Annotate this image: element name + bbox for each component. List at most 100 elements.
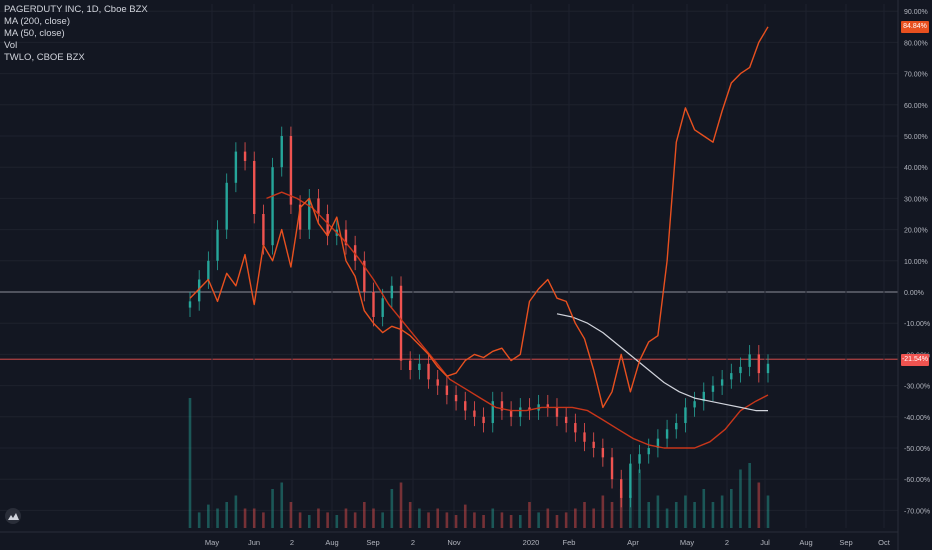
volume-bar [592,508,595,528]
y-tick-label: 40.00% [904,165,928,172]
candle-body [583,432,586,442]
legend-vol[interactable]: Vol [4,40,18,51]
volume-bar [418,508,421,528]
volume-bar [252,508,256,528]
candle-body [381,298,384,317]
volume-bar [271,489,274,528]
candle-body [739,366,742,374]
x-tick-label: Oct [878,538,891,547]
volume-bar [188,398,192,528]
candle-body [253,160,256,214]
volume-bar [730,489,733,528]
volume-bar [656,495,660,528]
candle-body [647,448,650,455]
tradingview-logo-icon[interactable] [5,508,21,524]
candle-body [711,385,715,392]
candle-body [491,401,494,424]
x-tick-label: Nov [447,538,461,547]
volume-bar [574,508,577,528]
candle-body [344,229,348,246]
candle-body [766,363,770,374]
candle-body [574,423,577,433]
candle-body [629,463,632,498]
volume-bar [427,512,430,528]
x-tick-label: Feb [563,538,576,547]
candle-body [638,454,641,464]
volume-bar [436,508,440,528]
volume-bar [702,489,706,528]
volume-bar [748,463,751,528]
candle-body [363,260,366,292]
volume-bar [207,504,210,528]
volume-bar [463,504,467,528]
y-tick-label: -60.00% [904,477,930,484]
legend-title[interactable]: PAGERDUTY INC, 1D, Cboe BZX [4,4,148,15]
candle-body [693,401,696,408]
volume-bar [518,515,522,528]
x-tick-label: May [205,538,219,547]
candle-body [308,198,311,230]
candle-body [298,204,302,230]
volume-bar [610,502,614,528]
y-tick-label: 0.00% [904,290,924,297]
candle-body [684,407,687,424]
volume-bar [280,482,284,528]
candle-body [546,404,550,408]
pd-candles [188,126,770,508]
volume-bar [629,495,632,528]
candle-body [427,363,430,380]
candle-body [500,401,504,411]
volume-bar [757,482,761,528]
candle-body [234,151,238,183]
candle-body [207,260,210,280]
volume-bar [555,515,559,528]
volume-bars [188,398,770,528]
candle-body [757,354,761,374]
volume-bar [372,508,375,528]
x-tick-label: 2 [411,538,415,547]
x-tick-label: 2 [725,538,729,547]
volume-bar [711,502,715,528]
volume-bar [546,508,550,528]
volume-bar [564,512,568,528]
candle-body [730,373,733,380]
y-tick-label: 10.00% [904,259,928,266]
candle-body [372,292,375,317]
legend-compare[interactable]: TWLO, CBOE BZX [4,52,85,63]
candle-body [197,279,201,302]
candle-body [720,379,724,386]
candle-body [188,301,192,308]
volume-bar [344,508,348,528]
y-tick-label: -10.00% [904,321,930,328]
y-tick-label: -50.00% [904,446,930,453]
legend-ma50[interactable]: MA (50, close) [4,28,65,39]
pd-price-tag: -21.54% [901,354,929,366]
y-tick-label: 90.00% [904,9,928,16]
volume-bar [454,515,458,528]
candle-body [445,385,449,395]
candle-body [482,416,485,424]
volume-bar [491,508,495,528]
candle-body [748,354,751,367]
candle-body [665,429,669,439]
x-tick-label: Sep [366,538,379,547]
y-tick-label: 30.00% [904,196,928,203]
volume-bar [583,502,586,528]
volume-bar [638,469,641,528]
volume-bar [243,508,247,528]
x-tick-label: 2020 [523,538,540,547]
candle-body [656,438,660,448]
ma50-line [266,191,769,449]
y-tick-label: 60.00% [904,103,928,110]
x-tick-label: Aug [799,538,812,547]
volume-bar [353,512,357,528]
candle-body [601,448,605,458]
volume-bar [363,502,366,528]
x-tick-label: Jul [760,538,770,547]
legend-ma200[interactable]: MA (200, close) [4,16,70,27]
twlo-line [189,26,769,409]
y-tick-label: 70.00% [904,72,928,79]
volume-bar [601,495,605,528]
